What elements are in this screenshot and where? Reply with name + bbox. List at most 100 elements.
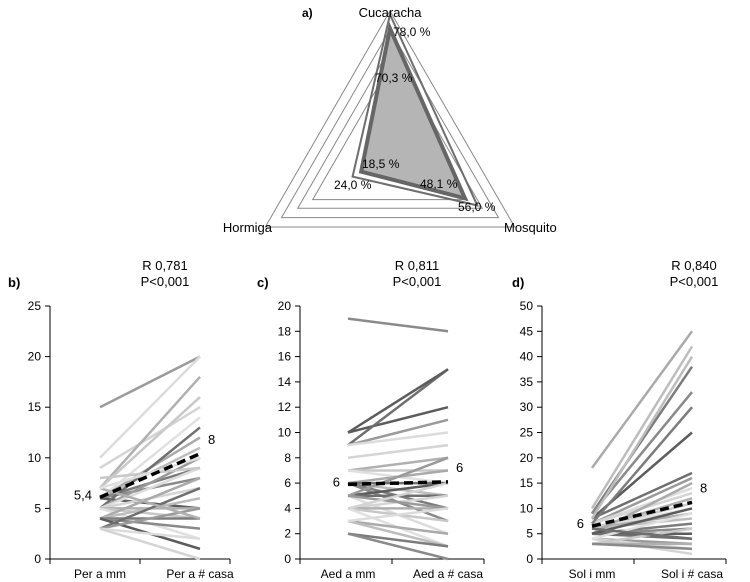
data-line (591, 542, 693, 551)
mean-label-before: 6 (577, 516, 584, 531)
mean-label-after: 6 (456, 460, 463, 475)
x-label-after: Aed a # casa (413, 567, 483, 581)
stat-p: P<0,001 (670, 274, 719, 289)
y-tick-label: 45 (520, 324, 534, 338)
data-line (347, 368, 449, 434)
data-line (347, 507, 449, 523)
radar-axis-label-cucaracha: Cucaracha (359, 5, 423, 20)
y-tick-label: 15 (28, 400, 42, 414)
data-line (347, 519, 449, 535)
data-line (347, 481, 449, 497)
y-tick-label: 20 (28, 350, 42, 364)
data-line (99, 476, 201, 520)
data-line (99, 507, 201, 520)
radar-label-outer: 78,0 % (393, 25, 431, 39)
x-label-before: Aed a mm (321, 567, 376, 581)
y-tick-label: 20 (520, 451, 534, 465)
y-tick-label: 5 (34, 501, 41, 515)
data-line (591, 527, 693, 546)
x-label-after: Per a # casa (166, 567, 234, 581)
data-line (99, 517, 201, 530)
mean-line (99, 452, 201, 499)
data-line (591, 512, 693, 540)
data-line (347, 317, 449, 333)
data-line (347, 443, 449, 460)
data-line (99, 355, 201, 409)
radar-series-inner (358, 21, 469, 202)
radar-chart: a) Cucaracha Mosquito Hormiga 78,0 % 70,3… (223, 5, 557, 235)
radar-series-outer (351, 11, 480, 207)
data-line (590, 366, 694, 515)
y-tick-label: 30 (520, 400, 534, 414)
data-line (591, 481, 693, 535)
data-line (347, 456, 449, 497)
stat-p: P<0,001 (393, 274, 442, 289)
radar-label-inner: 48,1 % (420, 177, 458, 191)
radar-axis-label-hormiga: Hormiga (223, 220, 273, 235)
data-line (590, 345, 694, 510)
data-line (347, 368, 449, 447)
y-tick-label: 4 (284, 501, 291, 515)
y-tick-label: 20 (278, 299, 292, 313)
data-line (99, 406, 201, 469)
stat-r: R 0,811 (395, 258, 440, 273)
y-tick-label: 40 (520, 350, 534, 364)
data-line (347, 405, 449, 434)
stat-p: P<0,001 (141, 274, 190, 289)
stat-r: R 0,840 (671, 258, 717, 273)
data-line (590, 330, 694, 469)
radar-label-outer: 56,0 % (458, 200, 496, 214)
data-line (99, 426, 201, 510)
data-line (591, 527, 693, 541)
data-line (591, 471, 693, 520)
y-tick-label: 10 (520, 501, 534, 515)
data-line (99, 416, 201, 500)
radar-label-inner: 18,5 % (362, 157, 400, 171)
data-line (99, 456, 201, 510)
data-line (347, 519, 449, 548)
radar-ring (280, 28, 500, 219)
data-line (591, 476, 693, 525)
stat-r: R 0,781 (142, 258, 188, 273)
mean-label-after: 8 (700, 480, 707, 495)
x-label-before: Sol i mm (569, 567, 616, 581)
y-tick-label: 18 (278, 324, 292, 338)
y-tick-label: 50 (520, 299, 534, 313)
y-tick-label: 0 (526, 552, 533, 566)
data-line (99, 396, 201, 490)
x-label-after: Sol i # casa (661, 567, 723, 581)
y-tick-label: 25 (28, 299, 42, 313)
data-line (347, 532, 449, 548)
data-line (99, 487, 201, 530)
y-tick-label: 12 (278, 400, 292, 414)
data-line (99, 466, 201, 510)
y-tick-label: 2 (284, 527, 291, 541)
data-line (99, 527, 201, 561)
mean-label-after: 8 (208, 432, 215, 447)
data-line (590, 355, 694, 520)
y-tick-label: 10 (278, 426, 292, 440)
panel-label: c) (257, 275, 269, 290)
data-line (99, 507, 201, 530)
panel-label: d) (512, 275, 524, 290)
radar-value-labels: 78,0 % 70,3 % 56,0 %48,1 % 24,0 % 18,5 % (334, 25, 496, 214)
data-line (347, 481, 449, 510)
y-tick-label: 25 (520, 426, 534, 440)
data-line (347, 456, 449, 472)
data-line (591, 406, 693, 525)
y-tick-label: 0 (34, 552, 41, 566)
data-line (347, 418, 449, 447)
data-line (347, 431, 449, 447)
mean-label-before: 5,4 (74, 487, 92, 502)
data-line (591, 517, 693, 530)
y-tick-label: 16 (278, 350, 292, 364)
y-tick-label: 10 (28, 451, 42, 465)
y-tick-label: 8 (284, 451, 291, 465)
data-line (347, 532, 449, 561)
data-line (99, 355, 201, 459)
data-line (99, 486, 201, 520)
y-tick-label: 14 (278, 375, 292, 389)
